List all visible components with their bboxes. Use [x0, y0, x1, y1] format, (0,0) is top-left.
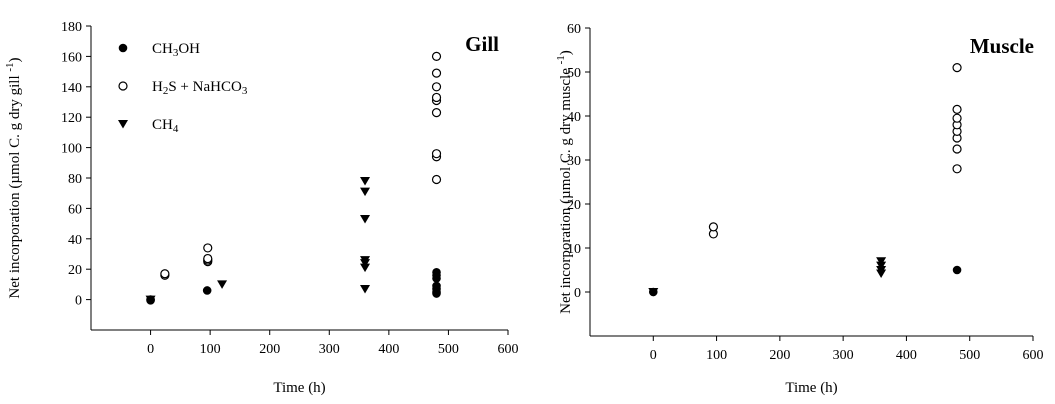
legend-entry-label: H2S + NaHCO3 [152, 79, 248, 97]
muscle-data-point [648, 288, 659, 297]
muscle-series-2 [648, 257, 887, 297]
gill-y-tick-label: 180 [61, 20, 82, 35]
gill-data-point [431, 92, 442, 103]
muscle-data-point [952, 62, 962, 73]
gill-data-point [431, 82, 442, 92]
gill-data-point [160, 269, 170, 279]
muscle-data-point [952, 164, 962, 174]
gill-y-tick-label: 120 [61, 111, 82, 126]
muscle-y-tick-label: 0 [574, 286, 581, 301]
legend-marker [118, 120, 128, 129]
gill-data-point [360, 256, 371, 265]
gill-data-point [203, 253, 213, 264]
muscle-panel: 0 100 200 300 400 500 600 0 10 20 30 40 50 60 Time (h)… [555, 22, 1044, 396]
gill-legend: CH3OH H2S + NaHCO3 CH4 [118, 41, 248, 135]
muscle-y-tick-label: 60 [567, 22, 581, 37]
muscle-data-point [952, 113, 962, 123]
muscle-panel-title: Muscle [970, 34, 1034, 58]
gill-x-tick-label: 300 [319, 342, 340, 357]
muscle-x-tick-label: 200 [769, 348, 790, 363]
gill-y-tick-label: 140 [61, 81, 82, 96]
gill-x-tick-label: 200 [259, 342, 280, 357]
legend-marker [118, 81, 128, 91]
muscle-x-tick-label: 100 [706, 348, 727, 363]
gill-data-point [360, 263, 371, 273]
gill-data-point [432, 267, 441, 277]
gill-series-1 [160, 51, 442, 280]
legend-entry-label: CH4 [152, 117, 179, 135]
gill-data-point [360, 215, 371, 224]
gill-x-tick-label: 500 [438, 342, 459, 357]
muscle-y-tick-label: 20 [567, 198, 581, 213]
muscle-x-tick-label: 400 [896, 348, 917, 363]
gill-data-point [360, 284, 371, 294]
muscle-x-tick-label: 300 [833, 348, 854, 363]
gill-data-point [360, 187, 371, 197]
gill-series-0 [146, 267, 441, 305]
muscle-data-point [876, 266, 887, 275]
gill-data-point [431, 108, 442, 118]
gill-panel-title: Gill [465, 32, 499, 56]
gill-y-tick-label: 60 [68, 202, 82, 217]
muscle-y-tick-label: 30 [567, 154, 581, 169]
muscle-y-tick-label: 10 [567, 242, 581, 257]
gill-y-tick-label: 0 [75, 294, 82, 309]
muscle-series-0 [648, 265, 962, 297]
muscle-y-axis-label: Net incorporation (µmol C. g dry muscle … [555, 50, 574, 314]
muscle-x-tick-label: 0 [650, 348, 657, 363]
muscle-x-tick-label: 600 [1023, 348, 1044, 363]
gill-y-tick-label: 80 [68, 172, 82, 187]
muscle-x-axis-label: Time (h) [785, 380, 837, 396]
muscle-series-1 [708, 62, 962, 239]
gill-data-point [203, 243, 213, 253]
gill-x-tick-label: 0 [147, 342, 154, 357]
muscle-data-point [952, 265, 962, 275]
muscle-y-tick-label: 40 [567, 110, 581, 125]
muscle-x-tick-label: 500 [959, 348, 980, 363]
gill-x-axis-label: Time (h) [273, 380, 325, 396]
legend-marker [118, 43, 128, 53]
gill-y-tick-label: 100 [61, 142, 82, 157]
gill-y-tick-label: 160 [61, 50, 82, 65]
gill-y-tick-label: 20 [68, 263, 82, 278]
legend-entry-label: CH3OH [152, 41, 200, 59]
gill-data-point [145, 295, 156, 305]
gill-data-point [431, 51, 442, 62]
gill-y-tick-label: 40 [68, 233, 82, 248]
muscle-data-point [952, 104, 962, 115]
gill-data-point [202, 286, 212, 295]
gill-data-point [431, 68, 442, 78]
gill-x-tick-label: 100 [200, 342, 221, 357]
gill-data-point [431, 149, 442, 159]
muscle-y-tick-label: 50 [567, 66, 581, 81]
muscle-data-point [708, 222, 719, 232]
gill-data-point [360, 177, 371, 186]
gill-data-point [432, 281, 441, 291]
gill-x-tick-label: 400 [378, 342, 399, 357]
gill-data-point [431, 174, 442, 185]
muscle-data-point [876, 261, 887, 271]
gill-panel: 0 100 200 300 400 500 600 0 20 40 60 80 100 120 140 160… [4, 20, 519, 396]
gill-y-axis-label: Net incorporation (µmol C. g dry gill -1… [4, 57, 23, 298]
gill-data-point [217, 280, 228, 289]
muscle-data-point [952, 144, 962, 154]
muscle-data-point [876, 257, 887, 266]
gill-series-2 [145, 177, 371, 305]
gill-x-tick-label: 600 [498, 342, 519, 357]
